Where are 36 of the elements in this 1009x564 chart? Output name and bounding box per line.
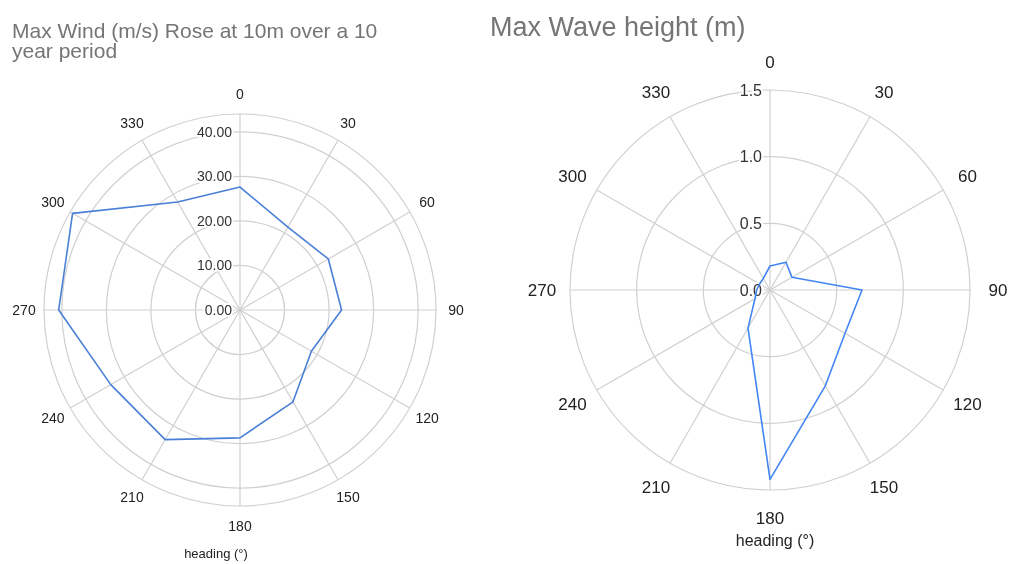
y-tick-label: 20.00 [196, 212, 233, 229]
spoke-label: 150 [869, 477, 899, 497]
spoke-label: 270 [12, 302, 36, 318]
spoke-label: 300 [558, 166, 587, 186]
y-tick-label: 0.5 [739, 214, 763, 232]
spoke-label: 240 [41, 410, 65, 426]
spoke-label: 270 [527, 280, 557, 300]
spoke-label: 30 [874, 83, 894, 103]
spoke-label: 60 [957, 166, 977, 186]
spoke-label: 210 [120, 489, 144, 506]
spoke-label: 330 [641, 83, 671, 103]
spoke-label: 120 [415, 410, 439, 426]
spoke-label: 90 [988, 280, 1008, 300]
spoke-label: 240 [558, 394, 587, 414]
y-tick-label: 10.00 [196, 257, 233, 274]
spoke-label: 30 [340, 114, 356, 131]
spoke-label: 120 [953, 394, 982, 414]
spoke-label: 210 [641, 477, 671, 497]
spoke-label: 180 [755, 508, 785, 528]
spoke-label: 300 [41, 194, 65, 210]
spoke-label: 0 [765, 52, 775, 72]
spoke-label: 90 [448, 302, 464, 318]
spoke-label: 60 [419, 194, 436, 210]
spoke-label: 150 [336, 489, 360, 506]
y-tick-label: 40.00 [196, 123, 233, 140]
spoke-label: 180 [228, 518, 252, 534]
y-tick-label: 0.00 [204, 302, 233, 318]
y-tick-label: 30.00 [196, 168, 233, 185]
spoke-label: 0 [236, 86, 245, 102]
chart-title: Max Wind (m/s) Rose at 10m over a 10 year period [12, 19, 378, 62]
spoke-label: 330 [120, 114, 144, 131]
y-tick-label: 1.5 [739, 81, 763, 99]
text: heading (°) [735, 532, 815, 549]
y-tick-label: 1.0 [739, 148, 763, 166]
chart-title: Max Wave height (m) [490, 12, 746, 42]
text: heading (°) [184, 546, 248, 561]
